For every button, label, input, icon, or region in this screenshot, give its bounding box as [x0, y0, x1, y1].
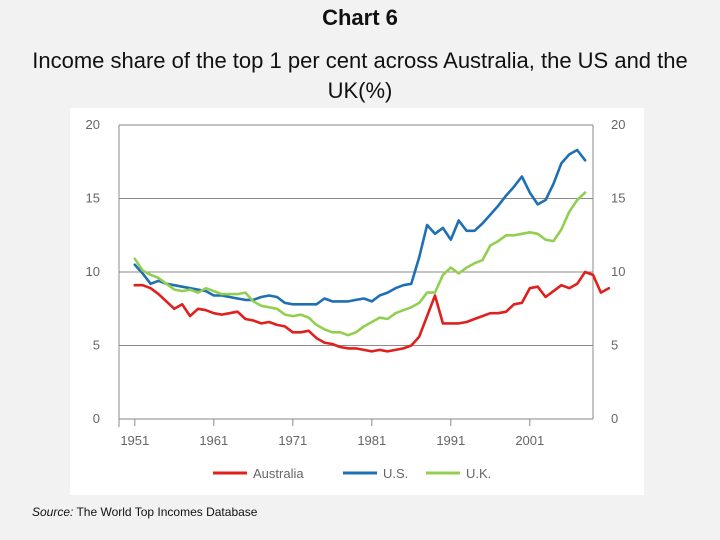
legend-label-uk: U.K. — [466, 466, 491, 481]
y-tick-label-right: 5 — [611, 338, 618, 353]
source-label: Source: — [32, 505, 74, 519]
x-tick-label: 2001 — [515, 433, 544, 448]
y-tick-label-left: 0 — [93, 411, 100, 426]
y-tick-label-right: 15 — [611, 191, 625, 206]
y-tick-label-left: 15 — [86, 191, 100, 206]
series-line-us — [133, 148, 587, 306]
slide-subtitle: Income share of the top 1 per cent acros… — [32, 48, 688, 103]
series-line-uk — [133, 191, 587, 337]
x-tick-label: 1971 — [278, 433, 307, 448]
y-tick-label-right: 10 — [611, 264, 625, 279]
y-tick-label-right: 20 — [611, 117, 625, 132]
x-tick-label: 1981 — [357, 433, 386, 448]
y-tick-label-left: 10 — [86, 264, 100, 279]
source-note: Source: The World Top Incomes Database — [32, 505, 257, 519]
legend-label-us: U.S. — [383, 466, 408, 481]
x-tick-label: 1991 — [436, 433, 465, 448]
chart-container: 0 0 5 5 10 10 15 15 20 20 1951 1961 1971 1981 1991 2001… — [70, 108, 644, 495]
y-tick-label-left: 20 — [86, 117, 100, 132]
series-line-australia — [133, 270, 611, 353]
slide-title: Chart 6 — [322, 5, 398, 30]
y-tick-label-right: 0 — [611, 411, 618, 426]
legend-label-australia: Australia — [253, 466, 304, 481]
line-chart: 0 0 5 5 10 10 15 15 20 20 1951 1961 1971 1981 1991 2001… — [86, 117, 626, 481]
source-text: The World Top Incomes Database — [73, 505, 258, 519]
x-tick-label: 1961 — [199, 433, 228, 448]
x-tick-label: 1951 — [120, 433, 149, 448]
y-tick-label-left: 5 — [93, 338, 100, 353]
